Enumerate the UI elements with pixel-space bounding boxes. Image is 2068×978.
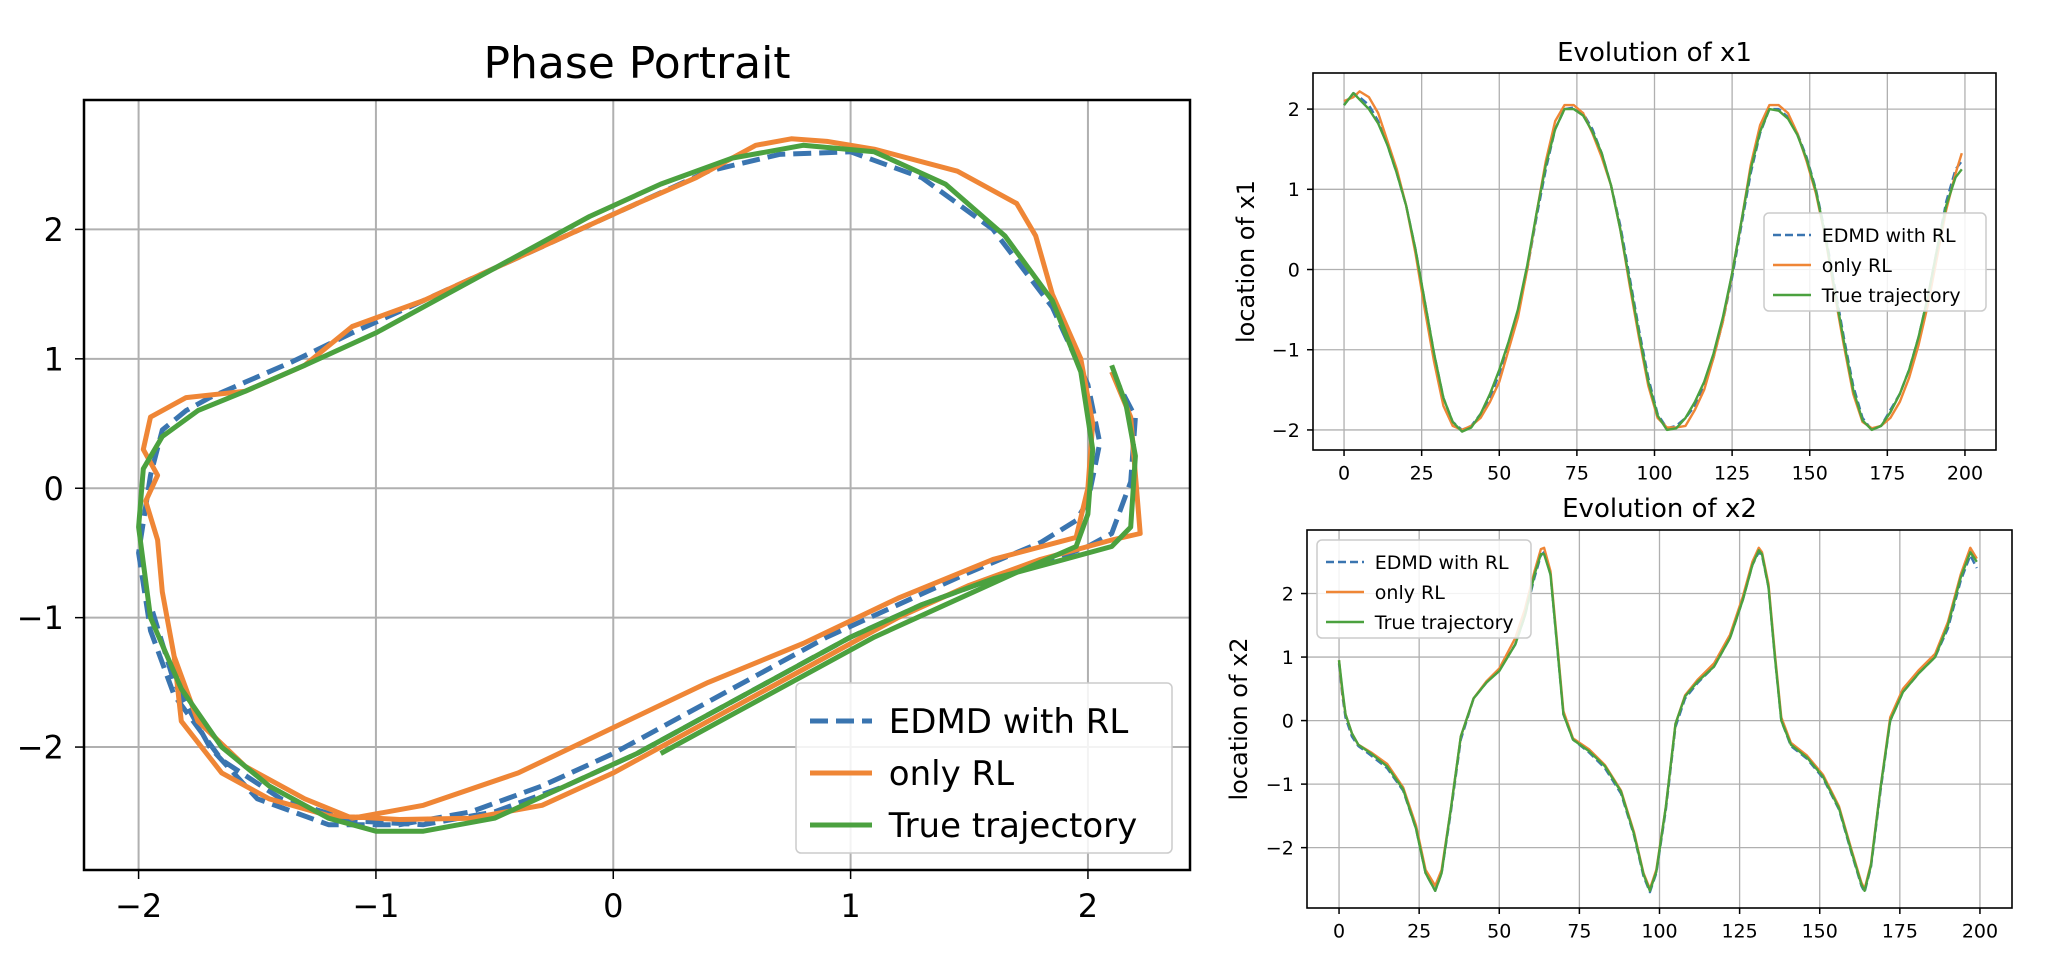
chart-3: 0 25 50 75 100 125 150 175 200 −2 −1 0 1 2 Evolution o… xyxy=(1225,494,2013,942)
y-axis-label: location of x1 xyxy=(1232,180,1260,343)
x-tick-label: 100 xyxy=(1641,920,1677,942)
series-line-1 xyxy=(1337,551,1978,894)
x-tick-label: 25 xyxy=(1407,920,1431,942)
x-tick-label: 175 xyxy=(1869,462,1905,484)
x-tick-label: 200 xyxy=(1962,920,1998,942)
x-tick-label: 1 xyxy=(840,887,860,925)
x-tick-label: 0 xyxy=(603,887,623,925)
legend-box xyxy=(1316,539,1532,639)
legend-label-3: True trajectory xyxy=(1374,612,1514,634)
y-tick-label: 0 xyxy=(1282,710,1294,732)
x-tick-label: 50 xyxy=(1487,462,1511,484)
y-tick-label: −1 xyxy=(17,599,64,637)
x-tick-label: 2 xyxy=(1078,887,1098,925)
x-tick-label: 75 xyxy=(1565,462,1589,484)
series-line-3 xyxy=(136,142,1138,834)
x-tick-label: 200 xyxy=(1947,462,1983,484)
y-tick-label: 2 xyxy=(1288,99,1300,121)
legend-label-1: EDMD with RL xyxy=(1822,225,1956,247)
legend-label-1: EDMD with RL xyxy=(1375,552,1509,574)
legend-box xyxy=(795,682,1173,854)
legend: EDMD with RL only RL True trajectory xyxy=(1316,539,1532,639)
y-tick-label: 1 xyxy=(1288,179,1300,201)
legend: EDMD with RL only RL True trajectory xyxy=(1763,212,1987,312)
chart-title: Evolution of x2 xyxy=(1562,494,1757,524)
legend-label-2: only RL xyxy=(1822,255,1892,277)
series-line-3 xyxy=(1337,549,1978,892)
y-tick-label: 1 xyxy=(43,340,63,378)
series-line-2 xyxy=(140,136,1143,822)
x-tick-label: 25 xyxy=(1410,462,1434,484)
chart-title: Phase Portrait xyxy=(483,38,790,89)
legend-label-2: only RL xyxy=(1375,582,1445,604)
x-tick-label: −1 xyxy=(352,887,399,925)
y-tick-label: 1 xyxy=(1282,647,1294,669)
x-tick-label: 0 xyxy=(1338,462,1350,484)
y-tick-label: −2 xyxy=(17,729,64,767)
x-tick-label: 150 xyxy=(1802,920,1838,942)
legend: EDMD with RL only RL True trajectory xyxy=(795,682,1173,854)
legend-label-1: EDMD with RL xyxy=(889,702,1129,742)
legend-label-3: True trajectory xyxy=(888,806,1137,846)
x-tick-label: 75 xyxy=(1567,920,1591,942)
x-tick-label: 125 xyxy=(1714,462,1750,484)
plot-frame xyxy=(82,98,1192,872)
x-tick-label: 150 xyxy=(1792,462,1828,484)
legend-label-3: True trajectory xyxy=(1821,285,1961,307)
x-tick-label: 175 xyxy=(1882,920,1918,942)
series-line-3 xyxy=(1343,91,1963,433)
y-tick-label: 0 xyxy=(1288,259,1300,281)
x-tick-label: 100 xyxy=(1636,462,1672,484)
x-tick-label: −2 xyxy=(115,887,162,925)
legend-box xyxy=(1763,212,1987,312)
y-tick-label: −1 xyxy=(1272,340,1300,362)
chart-1: −2 −1 0 1 2 −2 −1 0 1 2 Phase Portrait EDMD with RL… xyxy=(17,38,1192,925)
x-tick-label: 125 xyxy=(1721,920,1757,942)
y-tick-label: −1 xyxy=(1266,774,1294,796)
chart-title: Evolution of x1 xyxy=(1557,38,1752,68)
chart-2: 0 25 50 75 100 125 150 175 200 −2 −1 0 1 2 Evolution o… xyxy=(1232,38,1997,484)
y-tick-label: −2 xyxy=(1266,837,1294,859)
y-tick-label: 2 xyxy=(1282,583,1294,605)
x-tick-label: 50 xyxy=(1487,920,1511,942)
legend-label-2: only RL xyxy=(889,754,1014,794)
x-tick-label: 0 xyxy=(1333,920,1345,942)
y-tick-label: −2 xyxy=(1272,420,1300,442)
y-axis-label: location of x2 xyxy=(1225,637,1253,800)
y-tick-label: 0 xyxy=(43,470,63,508)
y-tick-label: 2 xyxy=(43,211,63,249)
